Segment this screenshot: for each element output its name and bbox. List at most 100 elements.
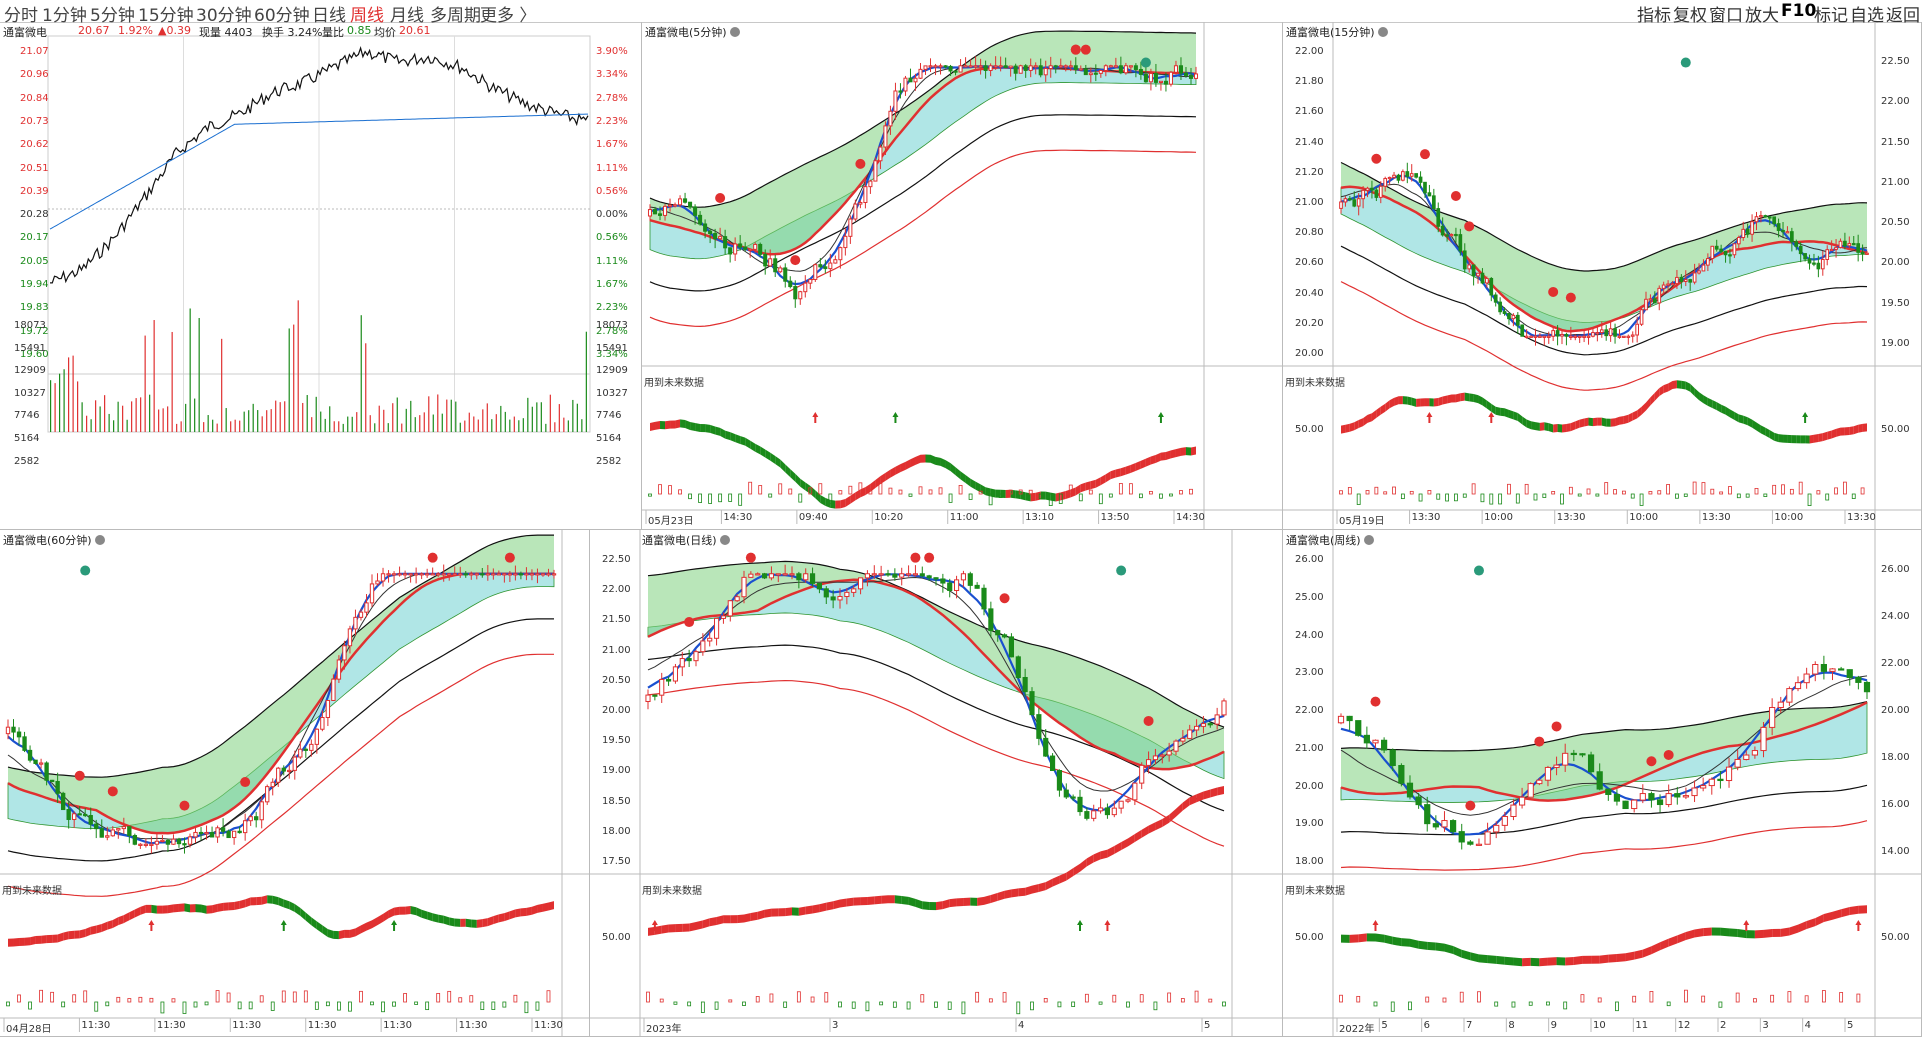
volume-bar	[351, 416, 353, 432]
candle-body	[121, 826, 126, 830]
histogram-bar	[738, 493, 743, 506]
zoom-button[interactable]: 放大	[1745, 6, 1779, 26]
chart-panel-60min[interactable]: 通富微电(60分钟) 用到未来数据 04月28日 11:30 11:30 11:30 1…	[0, 530, 590, 1037]
wave-segment	[74, 930, 80, 939]
candle-body	[1467, 841, 1474, 845]
mark-button[interactable]: 标记	[1814, 6, 1848, 26]
volume-bar	[180, 421, 182, 432]
candle-body	[1533, 335, 1538, 338]
period-tab-30min[interactable]: 30分钟	[196, 6, 252, 26]
candle-body	[99, 828, 104, 838]
chart-panel-15min[interactable]: 通富微电(15分钟) 用到未来数据 22.00 21.80 21.60 21.40 21…	[1283, 22, 1922, 530]
histogram-bar	[524, 1001, 529, 1014]
f10-button[interactable]: F10	[1781, 1, 1817, 21]
period-tab-15min[interactable]: 15分钟	[138, 6, 194, 26]
wave-segment	[223, 902, 229, 911]
wave-segment	[1162, 814, 1170, 827]
wave-segment	[57, 932, 64, 943]
pct-tick: 2.78%	[596, 325, 628, 337]
y-tick: 20.00	[602, 705, 631, 716]
period-tab-weekly[interactable]: 周线	[350, 6, 384, 26]
chart-panel-weekly[interactable]: 通富微电(周线) 用到未来数据 26.00 25.00 24.00 23.00 22.0…	[1283, 530, 1922, 1037]
adjust-button[interactable]: 复权	[1673, 6, 1707, 26]
wave-segment	[1601, 417, 1607, 427]
wave-segment	[1592, 417, 1598, 427]
period-tab-more[interactable]: 更多 〉	[480, 6, 537, 26]
intraday-panel[interactable]: 通富微电 20.67 1.92% ▲0.39 现量 4403 换手 3.24% …	[0, 22, 642, 530]
histogram-bar	[788, 488, 793, 495]
wave-segment	[372, 917, 378, 929]
candle-body	[863, 186, 868, 204]
period-tab-multi[interactable]: 多周期	[430, 6, 481, 26]
candle-body	[1352, 199, 1357, 207]
wave-segment	[1416, 398, 1421, 407]
histogram-bar	[1028, 489, 1033, 495]
indicator-button[interactable]: 指标	[1637, 6, 1671, 26]
watchlist-button[interactable]: 自选	[1850, 6, 1884, 26]
candle-body	[1363, 734, 1370, 744]
window-button[interactable]: 窗口	[1709, 6, 1743, 26]
histogram-bar	[668, 485, 672, 495]
wave-segment	[1818, 433, 1823, 442]
candle-body	[1093, 72, 1098, 75]
histogram-bar	[778, 483, 783, 495]
wave-segment	[1451, 394, 1456, 403]
histogram-bar	[1563, 1001, 1568, 1010]
candle-body	[1053, 65, 1058, 68]
histogram-bar	[1153, 1001, 1158, 1011]
wave-segment	[720, 427, 726, 439]
candle-body	[138, 843, 143, 846]
candle-body	[231, 830, 237, 839]
candle-body	[154, 840, 160, 845]
period-tab-1min[interactable]: 1分钟	[42, 6, 87, 26]
volume-bar	[396, 397, 398, 432]
wave-segment	[1482, 397, 1487, 409]
wave-segment	[250, 897, 257, 906]
right-y-tick: 24.00	[1881, 611, 1910, 622]
volume-bar	[423, 412, 425, 432]
volume-bar	[279, 402, 281, 432]
period-tab-fenshi[interactable]: 分时	[4, 6, 38, 26]
candle-body	[535, 573, 540, 576]
candle-body	[1851, 243, 1856, 246]
candle-body	[1078, 68, 1083, 71]
candle-body	[1188, 74, 1194, 79]
candle-body	[72, 813, 77, 820]
wave-segment	[1052, 875, 1060, 887]
wave-segment	[487, 916, 494, 927]
histogram-bar	[755, 996, 760, 1003]
histogram-bar	[958, 484, 963, 495]
candle-body	[1493, 824, 1500, 833]
period-tab-monthly[interactable]: 月线	[390, 6, 424, 26]
chart-panel-daily[interactable]: 通富微电(日线) 用到未来数据 22.50 22.00 21.50 21.00 20.5…	[590, 530, 1283, 1037]
wave-segment	[1760, 425, 1766, 436]
wave-segment	[696, 920, 703, 930]
chart-panel-5min[interactable]: 通富微电(5分钟) 用到未来数据 05月23日 14:30 09:40 10:20 11…	[642, 22, 1283, 530]
back-button[interactable]: 返回	[1886, 6, 1920, 26]
wave-segment	[289, 901, 295, 913]
pct-tick: 3.34%	[596, 348, 628, 360]
wave-segment	[1401, 938, 1410, 947]
histogram-bar	[1770, 994, 1775, 1003]
wave-segment	[90, 925, 97, 935]
green-band	[8, 535, 554, 834]
histogram-bar	[1149, 490, 1153, 495]
candle-body	[1103, 65, 1108, 71]
candle-body	[782, 573, 788, 576]
sub-y-tick: 50.00	[1295, 424, 1324, 435]
period-tab-5min[interactable]: 5分钟	[90, 6, 135, 26]
volume-bar	[108, 413, 110, 432]
candle-body	[1682, 795, 1690, 798]
buy-signal-icon	[745, 552, 756, 563]
wave-segment	[107, 920, 113, 930]
candle-body	[1088, 72, 1093, 76]
candle-body	[529, 573, 535, 576]
wave-segment	[1189, 794, 1197, 806]
volume-bar	[576, 403, 578, 432]
wave-segment	[1547, 957, 1557, 966]
period-tab-daily[interactable]: 日线	[312, 6, 346, 26]
histogram-bar	[237, 1001, 242, 1010]
period-tab-60min[interactable]: 60分钟	[254, 6, 310, 26]
wave-segment	[449, 917, 455, 927]
candle-body	[1772, 216, 1777, 225]
